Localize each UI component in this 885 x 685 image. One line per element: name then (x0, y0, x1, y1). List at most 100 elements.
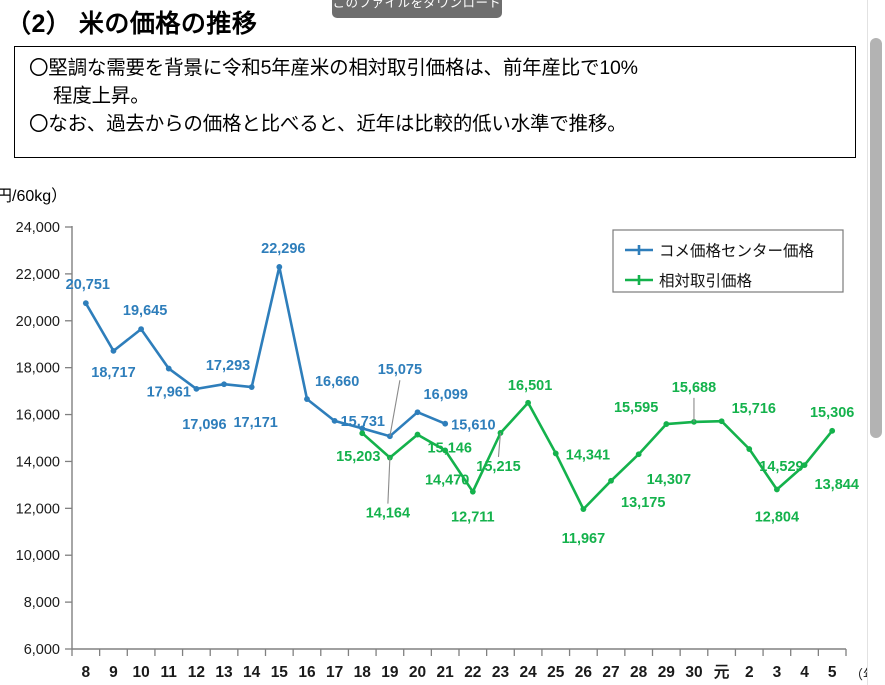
series-point-blue (414, 409, 421, 416)
series-point-blue (331, 417, 338, 424)
x-tick-label: 19 (381, 664, 399, 681)
x-tick-label: 22 (464, 664, 481, 681)
series-point-blue (138, 326, 145, 333)
vertical-scrollbar-thumb[interactable] (870, 38, 882, 438)
data-point-label: 15,146 (428, 441, 472, 457)
data-point-label: 15,610 (451, 418, 495, 434)
series-point-green (552, 450, 559, 457)
data-point-label: 15,731 (341, 414, 385, 430)
x-tick-label: 17 (326, 664, 343, 681)
x-tick-label: 5 (828, 664, 837, 681)
series-point-green (580, 506, 587, 513)
series-point-green (691, 418, 697, 425)
x-tick-label: 10 (132, 664, 149, 681)
data-point-label: 15,595 (614, 400, 658, 416)
data-point-label: 17,293 (206, 358, 250, 374)
data-point-label: 16,660 (315, 374, 359, 390)
series-point-blue (276, 264, 283, 270)
x-tick-label: 23 (492, 664, 510, 681)
series-point-green (442, 447, 449, 454)
price-trend-line-chart: 24,000 22,000 20,000 18,000 16,000 14,000 12,0… (16, 220, 885, 682)
page-title: （2） 米の価格の推移 (6, 10, 258, 38)
y-tick-label: 18,000 (16, 361, 60, 377)
x-tick-label: 24 (519, 664, 537, 681)
y-tick-label: 24,000 (16, 220, 60, 236)
data-point-label: 17,096 (182, 417, 226, 433)
data-point-label: 15,716 (732, 401, 776, 417)
y-tick-label: 16,000 (16, 408, 60, 424)
data-label-leader-line (389, 380, 401, 437)
x-tick-label: 28 (630, 664, 648, 681)
series-point-green (829, 427, 836, 434)
y-tick-label: 14,000 (16, 454, 60, 470)
data-point-label: 20,751 (66, 277, 110, 293)
data-point-label: 14,341 (566, 447, 610, 463)
y-tick-label: 22,000 (16, 267, 60, 283)
series-point-green (663, 421, 670, 427)
series-point-green (718, 418, 725, 425)
series-point-green (608, 477, 614, 484)
data-point-label: 15,306 (810, 405, 854, 421)
series-point-blue (82, 300, 89, 307)
x-tick-label: 12 (188, 664, 205, 681)
x-tick-label: 4 (800, 664, 809, 681)
series-point-blue (359, 425, 366, 432)
series-point-green (525, 399, 532, 406)
x-tick-label: 14 (243, 664, 261, 681)
series-point-green (801, 462, 808, 469)
x-tick-label: 26 (575, 664, 593, 681)
data-point-label: 15,688 (672, 380, 716, 396)
series-point-blue (248, 384, 255, 391)
series-point-green (746, 446, 753, 452)
y-tick-label: 10,000 (16, 548, 60, 564)
x-tick-label: 11 (161, 664, 178, 681)
data-point-label: 12,711 (451, 510, 495, 526)
x-tick-label: 15 (271, 664, 289, 681)
data-point-label: 18,717 (91, 365, 135, 381)
data-point-label: 17,961 (147, 385, 191, 401)
series-point-green (469, 488, 476, 495)
x-tick-label: 9 (109, 664, 118, 681)
series-point-blue (193, 385, 200, 392)
x-tick-label: 16 (298, 664, 316, 681)
series-point-blue (165, 365, 172, 372)
chart-area: 24,000 22,000 20,000 18,000 16,000 14,000 12,0… (0, 170, 885, 685)
y-tick-label: 20,000 (16, 314, 60, 330)
series-point-blue (221, 381, 227, 388)
legend-box (612, 229, 844, 293)
series-point-green (635, 451, 642, 458)
y-tick-label: 6,000 (24, 642, 60, 658)
data-point-label: 11,967 (562, 531, 606, 547)
x-tick-label: 18 (354, 664, 372, 681)
x-tick-label: 8 (82, 664, 91, 681)
y-axis-unit-label: 円/60kg） (0, 188, 68, 205)
legend-item-label: 相対取引価格 (659, 272, 753, 290)
x-tick-label: 20 (409, 664, 426, 681)
data-point-label: 15,203 (336, 449, 380, 465)
data-point-label: 14,164 (366, 506, 410, 522)
y-tick-label: 12,000 (16, 501, 60, 517)
data-point-label: 17,171 (233, 415, 277, 431)
series-point-blue (110, 347, 117, 354)
callout-line-2: 程度上昇。 (53, 85, 150, 107)
data-point-label: 16,501 (508, 378, 552, 394)
data-point-label: 19,645 (123, 303, 167, 319)
data-point-label: 15,215 (476, 459, 520, 475)
callout-line-3: 〇なお、過去からの価格と比べると、近年は比較的低い水準で推移。 (29, 113, 627, 135)
data-point-label: 13,844 (815, 477, 859, 493)
vertical-scrollbar-track[interactable] (867, 0, 885, 685)
download-file-tooltip[interactable]: このファイルをダウンロード (332, 0, 502, 18)
x-tick-label: 13 (215, 664, 233, 681)
legend-item-label: コメ価格センター価格 (659, 242, 815, 260)
series-point-green (359, 430, 366, 437)
data-point-label: 15,075 (378, 362, 422, 378)
x-tick-label: 3 (773, 664, 782, 681)
x-tick-label: 21 (437, 664, 455, 681)
x-tick-label: 30 (685, 664, 702, 681)
data-label-leader-line (387, 457, 391, 504)
data-point-label: 22,296 (261, 241, 305, 257)
x-tick-label: 25 (547, 664, 565, 681)
series-line-green (360, 401, 834, 511)
series-point-blue (304, 396, 310, 402)
